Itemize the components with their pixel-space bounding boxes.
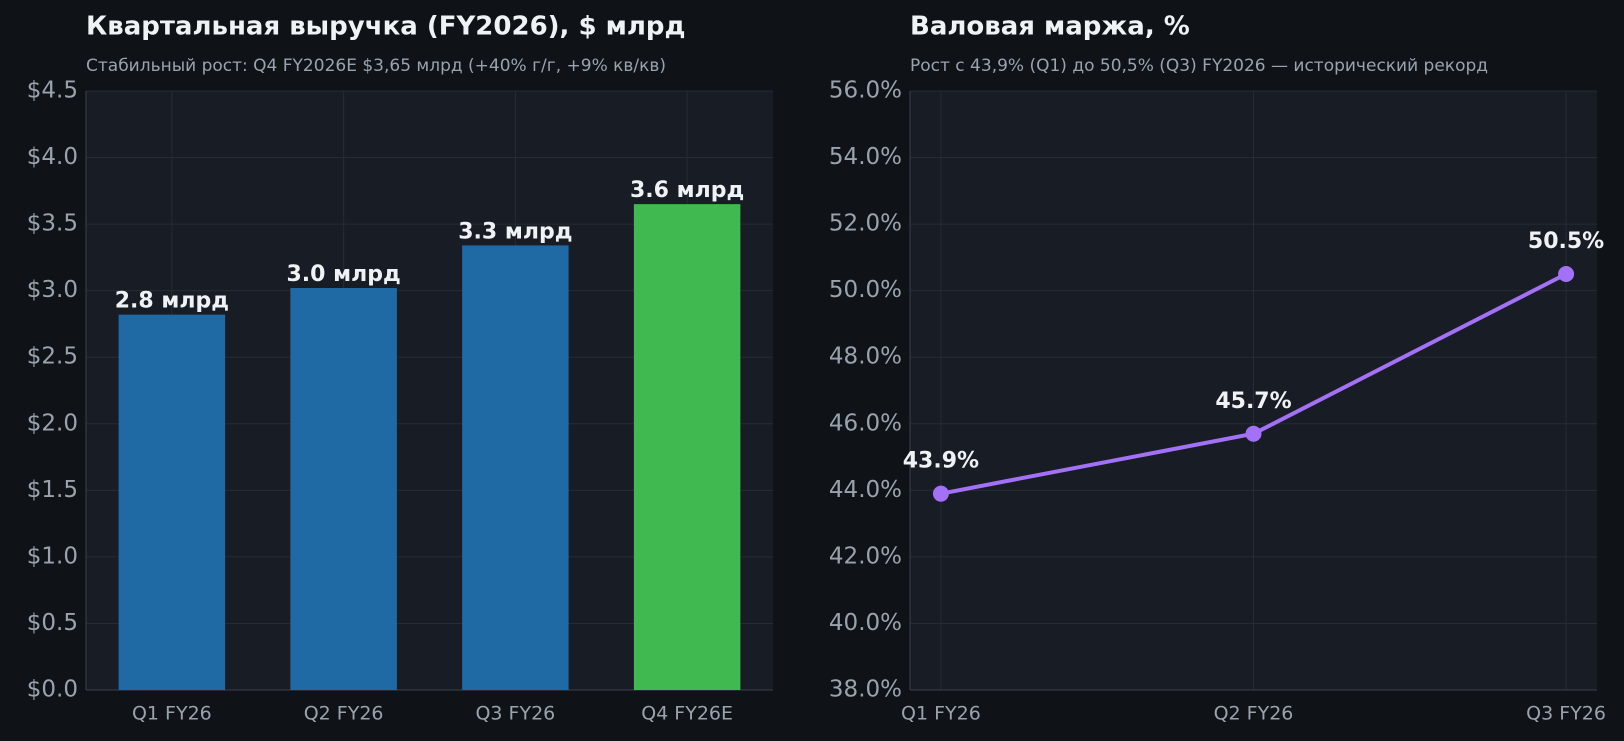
x-tick-label: Q3 FY26 (475, 703, 555, 725)
value-label: 50.5% (1528, 229, 1604, 254)
y-tick-label: $3.5 (27, 211, 78, 237)
x-tick-label: Q4 FY26E (641, 703, 733, 725)
y-tick-label: $0.5 (27, 610, 78, 636)
y-tick-label: 48.0% (829, 344, 902, 370)
y-tick-label: 56.0% (829, 78, 902, 104)
x-tick-label: Q2 FY26 (1214, 703, 1294, 725)
y-tick-label: 40.0% (829, 610, 902, 636)
chart-subtitle: Стабильный рост: Q4 FY2026E $3,65 млрд (… (86, 56, 666, 76)
y-tick-label: 38.0% (829, 677, 902, 703)
x-tick-label: Q1 FY26 (901, 703, 981, 725)
point (1558, 266, 1575, 283)
y-tick-label: $4.0 (27, 144, 78, 170)
y-tick-label: $1.5 (27, 477, 78, 503)
value-label: 45.7% (1215, 389, 1291, 414)
chart-title: Валовая маржа, % (910, 12, 1190, 42)
x-tick-label: Q3 FY26 (1526, 703, 1606, 725)
point (1245, 425, 1262, 442)
value-label: 3.6 млрд (630, 178, 744, 203)
point (932, 485, 949, 502)
y-tick-label: 42.0% (829, 543, 902, 569)
y-tick-label: 54.0% (829, 144, 902, 170)
y-tick-label: 44.0% (829, 477, 902, 503)
y-tick-label: $4.5 (27, 78, 78, 104)
bar (633, 204, 741, 690)
bar (462, 245, 569, 691)
y-tick-label: $2.5 (27, 344, 78, 370)
chart-subtitle: Рост с 43,9% (Q1) до 50,5% (Q3) FY2026 —… (910, 56, 1488, 76)
x-tick-label: Q2 FY26 (304, 703, 384, 725)
bar (118, 314, 226, 690)
y-tick-label: 52.0% (829, 211, 902, 237)
chart-title: Квартальная выручка (FY2026), $ млрд (86, 12, 686, 42)
y-tick-label: $1.0 (27, 543, 78, 569)
y-tick-label: $0.0 (27, 677, 78, 703)
value-label: 3.0 млрд (287, 262, 401, 287)
y-tick-label: 50.0% (829, 277, 902, 303)
x-tick-label: Q1 FY26 (132, 703, 212, 725)
bar (290, 288, 397, 690)
value-label: 43.9% (903, 449, 979, 474)
value-label: 2.8 млрд (115, 289, 229, 314)
value-label: 3.3 млрд (458, 219, 572, 244)
y-tick-label: $3.0 (27, 277, 78, 303)
y-tick-label: 46.0% (829, 410, 902, 436)
y-tick-label: $2.0 (27, 410, 78, 436)
